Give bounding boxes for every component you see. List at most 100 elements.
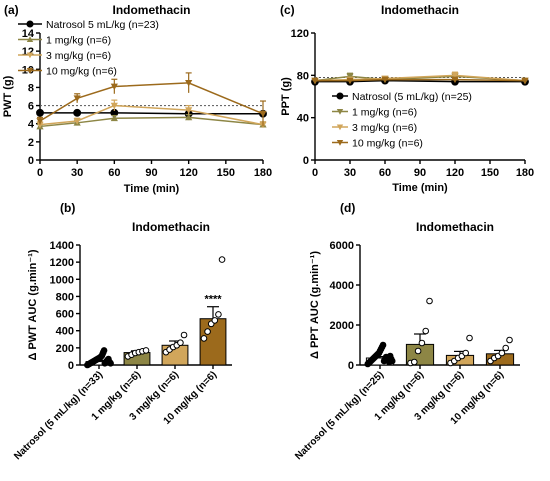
y-tick-label-a: 8 <box>28 82 34 94</box>
legend-marker-c <box>336 124 344 131</box>
panel-letter-d: (d) <box>340 201 355 215</box>
x-tick-label-c: 0 <box>312 167 318 179</box>
scatter-point-b <box>142 347 150 354</box>
scatter-point-d <box>426 297 433 305</box>
scatter-point-d <box>379 341 387 349</box>
data-point-a-3 <box>36 118 44 125</box>
y-axis-label-d: Δ PPT AUC (g.min⁻¹) <box>309 251 321 359</box>
y-tick-label-d: 4000 <box>330 280 354 292</box>
y-tick-label-d: 0 <box>348 360 354 372</box>
scatter-point-b <box>211 317 219 324</box>
scatter-point-b <box>177 339 184 347</box>
y-tick-label-c: 120 <box>291 28 309 40</box>
y-axis-label-a: PWT (g) <box>2 75 14 117</box>
legend-marker-c <box>336 139 344 146</box>
scatter-point-d <box>418 339 426 347</box>
x-tick-label-a: 90 <box>145 167 157 179</box>
scatter-point-b <box>100 347 108 354</box>
x-tick-label-c: 120 <box>446 167 464 179</box>
legend-marker-a <box>26 36 34 43</box>
scatter-point-d <box>462 349 470 357</box>
data-point-a-0 <box>73 108 82 117</box>
y-tick-label-a: 4 <box>28 119 35 131</box>
legend-marker-a <box>26 67 34 74</box>
y-axis-label-c: PPT (g) <box>280 77 292 116</box>
x-tick-label-a: 150 <box>217 167 235 179</box>
x-tick-label-a: 30 <box>71 167 83 179</box>
scatter-point-b <box>107 359 114 367</box>
x-tick-label-a: 120 <box>179 167 197 179</box>
y-tick-label-b: 200 <box>56 343 74 355</box>
y-tick-label-b: 800 <box>56 291 74 303</box>
x-tick-label-c: 150 <box>481 167 499 179</box>
data-point-c-2 <box>451 72 459 79</box>
scatter-point-d <box>410 358 418 366</box>
data-point-c-3 <box>451 76 459 84</box>
y-tick-label-a: 14 <box>22 28 35 40</box>
y-tick-label-a: 0 <box>28 155 34 167</box>
x-tick-label-c: 180 <box>516 167 534 179</box>
chart-title-d: Indomethacin <box>416 220 494 234</box>
legend-label-a-1: 1 mg/kg (n=6) <box>46 35 111 47</box>
y-tick-label-d: 2000 <box>330 320 354 332</box>
x-tick-label-c: 30 <box>344 167 356 179</box>
x-tick-label-a: 180 <box>254 167 272 179</box>
data-point-c-3 <box>346 77 354 85</box>
y-tick-label-b: 1400 <box>50 240 74 252</box>
x-tick-label-c: 90 <box>414 167 426 179</box>
y-tick-label-b: 400 <box>56 326 74 338</box>
legend-label-a-2: 3 mg/kg (n=6) <box>46 50 111 62</box>
legend-marker-a <box>26 20 34 28</box>
data-point-c-3 <box>381 76 389 84</box>
y-tick-label-c: 40 <box>297 113 309 125</box>
scatter-point-b <box>200 335 208 342</box>
data-point-a-3 <box>110 83 118 91</box>
y-tick-label-c: 80 <box>297 70 309 82</box>
y-tick-label-d: 6000 <box>330 240 354 252</box>
scatter-point-b <box>180 331 188 339</box>
data-point-a-3 <box>259 110 267 118</box>
data-point-a-2 <box>73 118 81 125</box>
legend-label-c-0: Natrosol (5 mL/kg) (n=25) <box>352 91 472 103</box>
panel-letter-b: (b) <box>60 201 75 215</box>
x-tick-label-a: 0 <box>37 167 43 179</box>
y-tick-label-b: 0 <box>68 360 74 372</box>
scatter-point-d <box>502 344 510 352</box>
data-point-a-2 <box>185 107 193 114</box>
legend-marker-a <box>26 52 34 59</box>
significance-label-b: **** <box>204 294 222 306</box>
chart-title-c: Indomethacin <box>381 3 459 17</box>
panel-letter-a: (a) <box>4 3 19 17</box>
data-point-c-3 <box>521 77 529 85</box>
panel-letter-c: (c) <box>280 3 295 17</box>
data-point-c-3 <box>311 77 319 85</box>
legend-marker-c <box>336 108 344 115</box>
data-point-a-0 <box>36 108 44 117</box>
y-tick-label-b: 1000 <box>50 274 74 286</box>
data-point-a-3 <box>73 95 81 102</box>
y-tick-label-a: 12 <box>22 46 34 58</box>
series-line-a-3 <box>39 82 264 122</box>
legend-label-c-3: 10 mg/kg (n=6) <box>352 138 423 150</box>
y-tick-label-b: 1200 <box>50 257 74 269</box>
x-tick-label-c: 60 <box>379 167 391 179</box>
scatter-point-d <box>506 336 513 344</box>
chart-title-b: Indomethacin <box>132 220 210 234</box>
x-axis-label-a: Time (min) <box>124 183 180 195</box>
x-axis-label-c: Time (min) <box>392 182 448 194</box>
y-tick-label-a: 6 <box>28 101 34 113</box>
scatter-point-d <box>388 357 396 365</box>
scatter-point-d <box>498 349 506 357</box>
y-tick-label-a: 2 <box>28 137 34 149</box>
y-tick-label-c: 0 <box>303 155 309 167</box>
data-point-a-2 <box>36 121 44 129</box>
legend-label-c-2: 3 mg/kg (n=6) <box>352 122 417 134</box>
y-tick-label-b: 600 <box>56 309 74 321</box>
data-point-a-1 <box>110 114 118 122</box>
scatter-point-d <box>422 327 430 335</box>
data-point-a-1 <box>185 113 193 121</box>
scatter-point-b <box>204 328 211 335</box>
scatter-point-b <box>218 256 226 263</box>
scatter-point-b <box>215 311 222 318</box>
